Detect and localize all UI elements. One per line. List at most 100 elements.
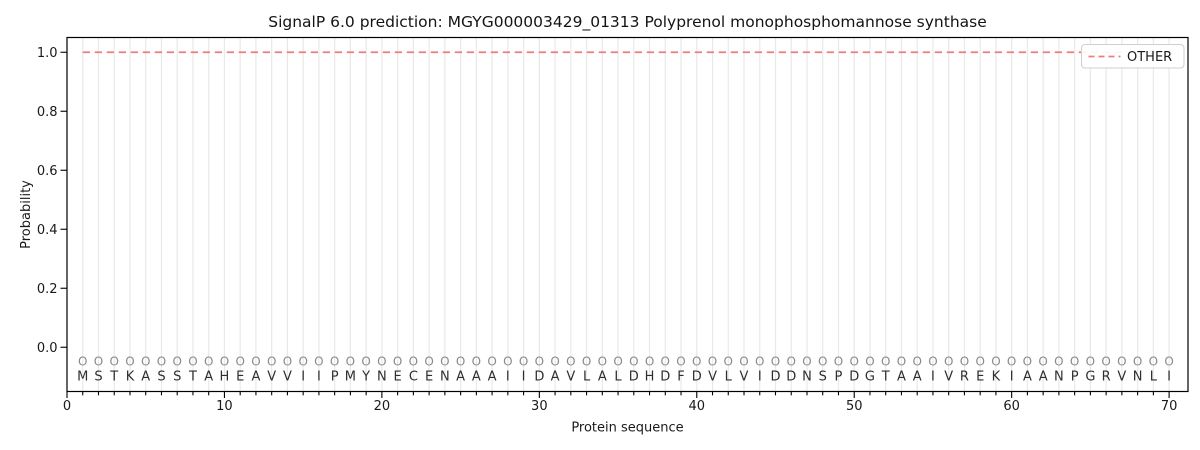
sequence-letter: A (598, 370, 607, 385)
sequence-letter: T (881, 370, 890, 385)
position-marker-letter: O (283, 355, 292, 369)
position-marker-letter: O (235, 355, 244, 369)
sequence-letter: D (770, 370, 780, 385)
sequence-letter: P (1071, 370, 1079, 385)
position-marker-letter: O (409, 355, 418, 369)
y-axis-label: Probability (19, 180, 34, 249)
sequence-letter: I (522, 370, 526, 385)
x-tick-label: 60 (1003, 399, 1020, 414)
sequence-letter: A (251, 370, 260, 385)
position-marker-letter: O (330, 355, 339, 369)
sequence-letter: C (409, 370, 418, 385)
position-marker-letter: O (172, 355, 181, 369)
sequence-letter: L (614, 370, 622, 385)
sequence-letter: T (188, 370, 197, 385)
x-tick-label: 30 (531, 399, 548, 414)
position-marker-letter: O (550, 355, 559, 369)
position-marker-letter: O (692, 355, 701, 369)
sequence-letter: V (740, 370, 749, 385)
position-marker-letter: O (503, 355, 512, 369)
position-marker-letter: O (975, 355, 984, 369)
position-marker-letter: O (755, 355, 764, 369)
sequence-letter: A (472, 370, 481, 385)
position-marker-letter: O (787, 355, 796, 369)
position-marker-letter: O (314, 355, 323, 369)
position-marker-letter: O (1023, 355, 1032, 369)
position-marker-letter: O (629, 355, 638, 369)
sequence-letter: F (677, 370, 684, 385)
legend: OTHER (1081, 44, 1185, 69)
chart-title: SignalP 6.0 prediction: MGYG000003429_01… (268, 13, 987, 32)
sequence-letter: S (173, 370, 181, 385)
position-marker-letter: O (928, 355, 937, 369)
position-marker-letter: O (298, 355, 307, 369)
sequence-letter: N (440, 370, 450, 385)
x-tick-label: 50 (846, 399, 863, 414)
sequence-letter: T (109, 370, 118, 385)
x-tick-label: 0 (63, 399, 71, 414)
sequence-letter: A (204, 370, 213, 385)
sequence-letter: A (1039, 370, 1048, 385)
sequence-letter: N (802, 370, 812, 385)
sequence-letter: I (1010, 370, 1014, 385)
position-marker-letter: O (818, 355, 827, 369)
position-marker-letter: O (708, 355, 717, 369)
sequence-letter: I (506, 370, 510, 385)
position-marker-letter: O (157, 355, 166, 369)
sequence-letter: I (931, 370, 935, 385)
position-marker-letter: O (1149, 355, 1158, 369)
sequence-letter: L (1150, 370, 1158, 385)
y-tick-label: 1.0 (37, 46, 58, 61)
position-marker-letter: O (141, 355, 150, 369)
sequence-letter: V (944, 370, 953, 385)
sequence-letter: V (283, 370, 292, 385)
position-marker-letter: O (188, 355, 197, 369)
position-marker-letter: O (881, 355, 890, 369)
sequence-letter: N (377, 370, 387, 385)
position-marker-letter: O (613, 355, 622, 369)
position-marker-letter: O (582, 355, 591, 369)
position-marker-letter: O (393, 355, 402, 369)
sequence-letter: D (786, 370, 796, 385)
position-marker-letter: O (1133, 355, 1142, 369)
sequence-letter: A (456, 370, 465, 385)
y-tick-label: 0.6 (37, 164, 58, 179)
position-marker-letter: O (598, 355, 607, 369)
sequence-letter: S (157, 370, 165, 385)
x-tick-label: 10 (216, 399, 233, 414)
sequence-letter: D (849, 370, 859, 385)
position-marker-letter: O (676, 355, 685, 369)
position-marker-letter: O (1007, 355, 1016, 369)
position-marker-letter: O (897, 355, 906, 369)
position-marker-letter: O (645, 355, 654, 369)
position-marker-letter: O (204, 355, 213, 369)
x-tick-label: 20 (374, 399, 391, 414)
x-tick-label: 40 (689, 399, 706, 414)
axes: 0 10 20 30 40 50 60 70 0.0 0.2 0.4 0.6 0.8 1.0 (37, 36, 1189, 414)
y-tick-label: 0.2 (37, 282, 58, 297)
sequence-letter: M (345, 370, 356, 385)
sequence-letter: A (141, 370, 150, 385)
position-marker-letter: O (661, 355, 670, 369)
position-marker-letter: O (1054, 355, 1063, 369)
sequence-letter: L (583, 370, 591, 385)
plot-border (66, 36, 1189, 393)
sequence-letter: R (960, 370, 969, 385)
position-marker-letter: O (1070, 355, 1079, 369)
position-marker-letter: O (535, 355, 544, 369)
position-marker-letter: O (78, 355, 87, 369)
position-marker-letter: O (1038, 355, 1047, 369)
sequence-letter: H (645, 370, 655, 385)
sequence-letter: I (317, 370, 321, 385)
sequence-letter: V (566, 370, 575, 385)
position-marker-letter: O (944, 355, 953, 369)
sequence-letter: D (534, 370, 544, 385)
sequence-letter: L (725, 370, 733, 385)
position-marker-letter: O (361, 355, 370, 369)
sequence-letter: K (126, 370, 135, 385)
sequence-letter: V (267, 370, 276, 385)
position-marker-letter: O (267, 355, 276, 369)
sequence-letter: S (819, 370, 827, 385)
